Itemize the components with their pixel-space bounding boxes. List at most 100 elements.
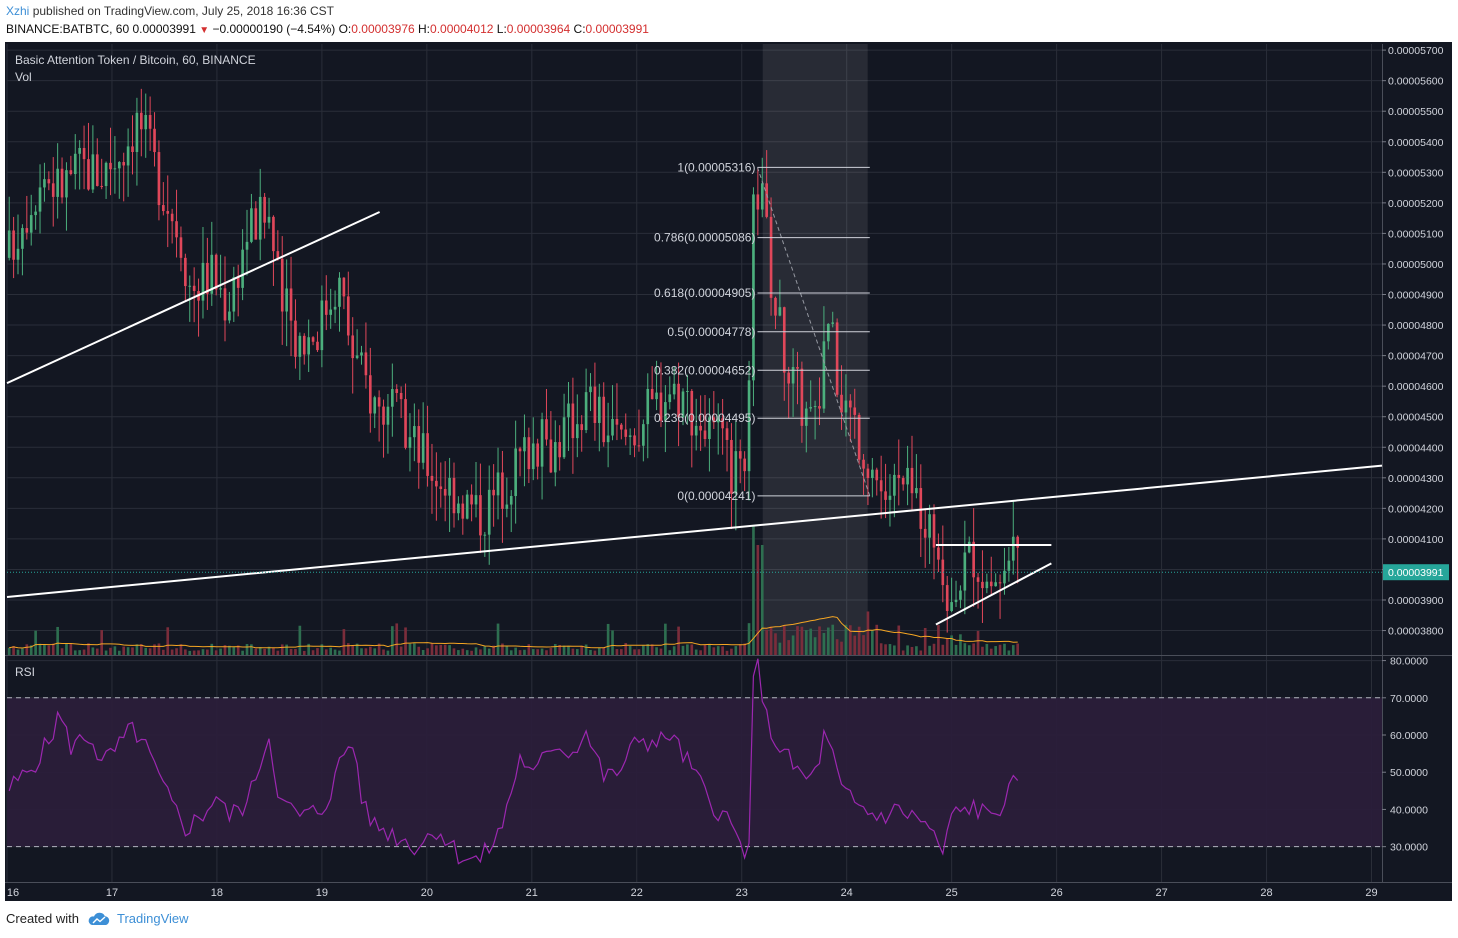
- volume-bar: [122, 646, 126, 655]
- volume-bar: [681, 645, 685, 655]
- price-tick-label: 0.00005400: [1388, 137, 1444, 149]
- volume-bar: [611, 630, 614, 655]
- candle: [540, 419, 544, 467]
- volume-bar: [809, 628, 813, 655]
- candle: [822, 341, 826, 409]
- volume-bar: [258, 647, 262, 655]
- candle: [602, 396, 606, 443]
- candle: [346, 296, 350, 336]
- candle: [959, 590, 962, 600]
- candle: [593, 386, 597, 423]
- volume-bar: [875, 624, 879, 655]
- volume-bar: [157, 643, 161, 655]
- candle: [597, 396, 601, 423]
- last-price: 0.00003991: [132, 22, 196, 36]
- volume-bar: [897, 625, 901, 655]
- volume-bar: [333, 649, 337, 655]
- volume-bar: [60, 648, 64, 655]
- volume-bar: [615, 649, 619, 655]
- close-value: 0.00003991: [585, 22, 649, 36]
- candle: [509, 496, 513, 505]
- candle: [857, 414, 861, 460]
- volume-bar: [399, 646, 403, 655]
- candle: [329, 309, 333, 315]
- candle: [228, 311, 231, 321]
- volume-bar: [624, 643, 628, 655]
- candle: [800, 368, 804, 426]
- volume-bar: [994, 646, 997, 655]
- volume-bar: [950, 635, 953, 655]
- candle: [844, 400, 848, 413]
- volume-bar: [320, 644, 324, 655]
- candle: [888, 495, 892, 500]
- volume-bar: [796, 626, 799, 655]
- candle: [289, 288, 293, 321]
- candle: [184, 257, 187, 287]
- candle: [452, 477, 456, 514]
- candle: [113, 168, 117, 170]
- tradingview-link[interactable]: TradingView: [87, 911, 189, 926]
- volume-bar: [976, 630, 980, 655]
- candle: [29, 215, 33, 233]
- author-link[interactable]: Xzhi: [6, 4, 30, 18]
- volume-bar: [95, 648, 99, 655]
- candle: [443, 489, 447, 496]
- volume-bar: [324, 649, 328, 655]
- volume-bar: [531, 649, 535, 655]
- candle: [100, 185, 104, 187]
- close-label: C:: [573, 22, 586, 36]
- price-tick-label: 0.00005600: [1388, 76, 1444, 88]
- volume-bar: [236, 645, 240, 655]
- time-tick-label: 20: [421, 887, 433, 899]
- candle: [338, 277, 341, 307]
- volume-bar: [901, 650, 905, 655]
- volume-bar: [241, 650, 244, 655]
- volume-bar: [470, 650, 473, 655]
- volume-bar: [941, 644, 945, 655]
- rsi-axis: 30.0000 40.0000 50.0000 60.0000 70.0000 80.00…: [1382, 656, 1428, 854]
- low-value: 0.00003964: [506, 22, 571, 36]
- price-tick-label: 0.00004600: [1388, 381, 1444, 393]
- volume-bar: [338, 650, 341, 655]
- volume-bar: [452, 648, 456, 655]
- volume-bar: [879, 643, 883, 655]
- volume-bar: [131, 647, 134, 655]
- candle: [575, 424, 579, 439]
- volume-bar: [730, 648, 733, 655]
- volume-bar: [21, 648, 24, 655]
- volume-bar: [985, 643, 989, 655]
- candle: [95, 154, 99, 186]
- volume-bar: [113, 646, 117, 655]
- candle: [377, 397, 381, 407]
- candle: [483, 534, 487, 536]
- volume-bar: [435, 645, 438, 655]
- candle: [465, 494, 469, 519]
- volume-bar: [126, 647, 130, 655]
- volume-bar: [201, 649, 205, 655]
- time-tick-label: 26: [1050, 887, 1062, 899]
- candle: [368, 375, 372, 414]
- fib-level-label: 0(0.00004241): [677, 489, 755, 503]
- candle: [589, 386, 592, 393]
- candle: [637, 445, 641, 447]
- volume-bar: [382, 649, 385, 655]
- time-tick-label: 25: [946, 887, 958, 899]
- price-tick-label: 0.00005500: [1388, 106, 1444, 118]
- volume-bar: [228, 645, 231, 655]
- candle: [584, 392, 588, 431]
- candle: [849, 400, 852, 408]
- candle: [818, 406, 821, 409]
- volume-bar: [289, 648, 293, 655]
- volume-bar: [245, 644, 249, 655]
- price-tick-label: 0.00005300: [1388, 167, 1444, 179]
- volume-bar: [404, 627, 407, 655]
- volume-bar: [963, 643, 967, 655]
- volume-bar: [342, 629, 346, 655]
- volume-bar: [849, 625, 852, 655]
- candle: [73, 153, 77, 175]
- trendline: [935, 562, 1052, 626]
- open-label: O:: [338, 22, 352, 36]
- volume-bar: [769, 626, 773, 655]
- candle: [236, 277, 240, 288]
